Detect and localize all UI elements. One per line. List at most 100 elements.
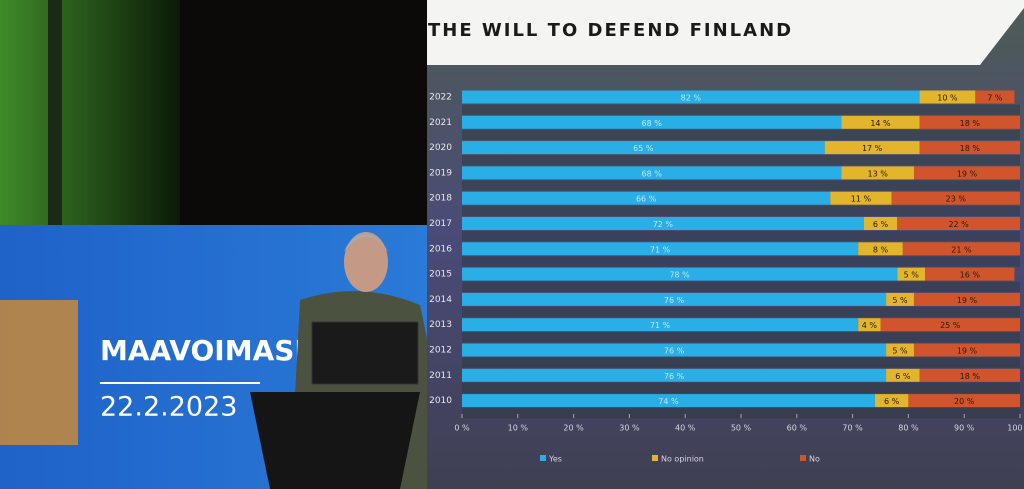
x-tick-label: 90 %	[954, 424, 975, 433]
bar-segment	[462, 242, 859, 256]
bar-segment	[863, 217, 898, 230]
value-label: 7 %	[987, 94, 1003, 103]
monitor	[311, 321, 419, 385]
bar-segment	[886, 292, 914, 306]
bar-segment	[841, 166, 914, 180]
bar-segment	[891, 191, 1020, 205]
value-label: 8 %	[873, 245, 889, 254]
bar-segment	[462, 90, 920, 104]
value-label: 76 %	[664, 296, 685, 305]
podium	[250, 392, 420, 489]
title-bar	[427, 0, 1024, 65]
bar-segment	[880, 318, 1020, 332]
value-label: 68 %	[642, 169, 663, 178]
legend-swatch	[540, 455, 546, 461]
y-tick-label: 2018	[429, 194, 452, 204]
value-label: 6 %	[873, 220, 889, 229]
value-label: 6 %	[884, 397, 900, 406]
value-label: 76 %	[664, 347, 685, 356]
value-label: 21 %	[951, 245, 972, 254]
bar-segment	[462, 115, 842, 129]
bar-segment	[830, 191, 892, 205]
bar-segment	[902, 242, 1020, 256]
bar-segment	[841, 115, 920, 129]
y-tick-label: 2020	[429, 143, 452, 153]
x-tick-label: 0 %	[454, 424, 470, 433]
row-stripe	[462, 382, 1020, 394]
value-label: 82 %	[681, 94, 702, 103]
bar-segment	[824, 141, 920, 155]
legend-swatch	[652, 455, 658, 461]
bar-segment	[913, 166, 1020, 180]
row-stripe	[462, 332, 1020, 343]
x-tick-label: 30 %	[619, 424, 640, 433]
value-label: 16 %	[960, 271, 981, 280]
value-label: 23 %	[946, 195, 967, 204]
row-stripe	[462, 408, 1020, 419]
row-stripe	[462, 306, 1020, 318]
value-label: 18 %	[960, 372, 981, 381]
y-tick-label: 2022	[429, 93, 452, 103]
value-label: 19 %	[957, 347, 978, 356]
bar-segment	[886, 368, 920, 382]
y-tick-label: 2021	[429, 118, 452, 128]
bar-segment	[858, 242, 903, 256]
value-label: 20 %	[954, 397, 975, 406]
emblem	[0, 300, 78, 445]
bar-segment	[908, 394, 1020, 408]
banner-date: 22.2.2023	[100, 392, 237, 423]
value-label: 76 %	[664, 372, 685, 381]
value-label: 10 %	[937, 94, 958, 103]
bar-segment	[462, 166, 842, 180]
y-tick-label: 2012	[429, 346, 452, 356]
bar-segment	[462, 292, 887, 306]
y-tick-label: 2013	[429, 320, 452, 330]
row-stripe	[462, 180, 1020, 191]
y-tick-label: 2011	[429, 371, 452, 381]
bar-segment	[919, 115, 1020, 129]
bar-segment	[975, 90, 1015, 104]
value-label: 19 %	[957, 169, 978, 178]
x-tick-label: 20 %	[563, 424, 584, 433]
bar-segment	[919, 368, 1020, 382]
x-tick-label: 80 %	[898, 424, 919, 433]
banner-rule	[100, 382, 260, 384]
x-tick-label: 60 %	[787, 424, 808, 433]
bar-segment	[462, 318, 859, 332]
value-label: 5 %	[904, 271, 920, 280]
row-stripe	[462, 231, 1020, 242]
legend-swatch	[800, 455, 806, 461]
value-label: 65 %	[633, 144, 654, 153]
bar-segment	[462, 267, 898, 281]
bar-segment	[913, 292, 1020, 306]
bar-segment	[919, 90, 976, 104]
value-label: 6 %	[895, 372, 911, 381]
speaker-hair	[344, 234, 388, 252]
row-stripe	[462, 256, 1020, 267]
row-stripe	[462, 357, 1020, 368]
bar-segment	[462, 343, 887, 357]
value-label: 71 %	[650, 321, 671, 330]
value-label: 25 %	[940, 321, 961, 330]
value-label: 18 %	[960, 144, 981, 153]
value-label: 14 %	[870, 119, 891, 128]
bar-segment	[897, 267, 926, 281]
value-label: 4 %	[862, 321, 878, 330]
value-label: 5 %	[892, 347, 908, 356]
value-label: 78 %	[669, 271, 690, 280]
bar-segment	[925, 267, 1015, 281]
value-label: 74 %	[658, 397, 679, 406]
legend-label: Yes	[548, 455, 562, 464]
bar-segment	[462, 368, 887, 382]
x-tick-label: 10 %	[508, 424, 529, 433]
x-tick-label: 40 %	[675, 424, 696, 433]
y-tick-label: 2010	[429, 396, 452, 406]
bar-segment	[462, 217, 864, 230]
legend-label: No	[809, 455, 820, 464]
row-stripe	[462, 129, 1020, 141]
bar-segment	[462, 141, 825, 155]
y-tick-label: 2017	[429, 219, 452, 229]
bar-segment	[462, 394, 875, 408]
